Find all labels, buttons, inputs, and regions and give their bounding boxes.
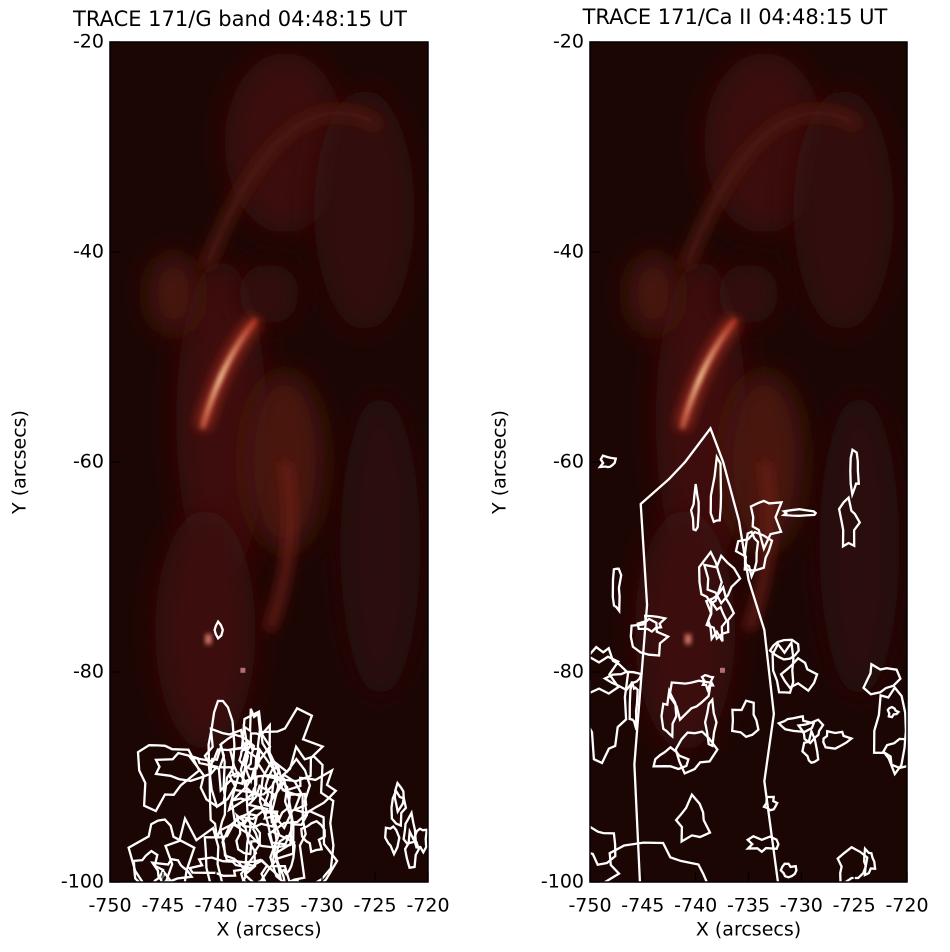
bright-pixel <box>719 667 725 673</box>
x-tick-label: -725 <box>353 895 396 917</box>
chart-title: TRACE 171/G band 04:48:15 UT <box>72 7 407 31</box>
image-panel <box>590 42 907 882</box>
x-tick-label: -750 <box>568 895 611 917</box>
y-axis-label: Y (arcsecs) <box>9 410 31 515</box>
x-tick-label: -730 <box>780 895 823 917</box>
bright-pixel <box>685 634 692 645</box>
glow <box>718 264 779 324</box>
contours <box>127 619 428 882</box>
bright-pixel <box>205 634 212 645</box>
image-panel <box>110 42 428 882</box>
y-tick-label: -20 <box>553 31 584 53</box>
x-tick-label: -740 <box>194 895 237 917</box>
x-tick-label: -720 <box>406 895 449 917</box>
y-tick-label: -40 <box>73 241 104 263</box>
y-tick-label: -60 <box>553 451 584 473</box>
x-axis-label: X (arcsecs) <box>696 919 801 941</box>
bright-streak <box>679 317 738 430</box>
y-tick-label: -80 <box>553 661 584 683</box>
glow <box>793 90 894 330</box>
glow <box>155 510 256 750</box>
x-tick-label: -745 <box>621 895 664 917</box>
y-tick-label: -60 <box>73 451 104 473</box>
loop-glow <box>678 105 864 272</box>
x-tick-label: -745 <box>141 895 184 917</box>
x-tick-label: -750 <box>88 895 131 917</box>
x-tick-label: -720 <box>885 895 928 917</box>
y-tick-label: -40 <box>553 241 584 263</box>
y-tick-label: -20 <box>73 31 104 53</box>
bright-streak <box>199 317 259 430</box>
loop-glow <box>743 461 775 632</box>
bright-pixel <box>240 667 246 673</box>
x-tick-label: -725 <box>833 895 876 917</box>
x-axis-label: X (arcsecs) <box>216 919 321 941</box>
loop-glow <box>198 105 384 272</box>
loop-glow <box>264 461 296 632</box>
glow <box>314 90 415 330</box>
chart-title: TRACE 171/Ca II 04:48:15 UT <box>582 5 888 29</box>
x-tick-label: -735 <box>727 895 770 917</box>
y-tick-label: -100 <box>541 871 584 893</box>
y-tick-label: -80 <box>73 661 104 683</box>
x-tick-label: -735 <box>247 895 290 917</box>
glow <box>148 254 199 334</box>
y-axis-label: Y (arcsecs) <box>489 410 511 515</box>
glow <box>628 254 679 334</box>
glow <box>340 396 421 696</box>
x-tick-label: -740 <box>674 895 717 917</box>
x-tick-label: -730 <box>300 895 343 917</box>
glow <box>239 264 299 324</box>
glow <box>819 396 900 696</box>
y-tick-label: -100 <box>61 871 104 893</box>
contours <box>590 426 907 882</box>
